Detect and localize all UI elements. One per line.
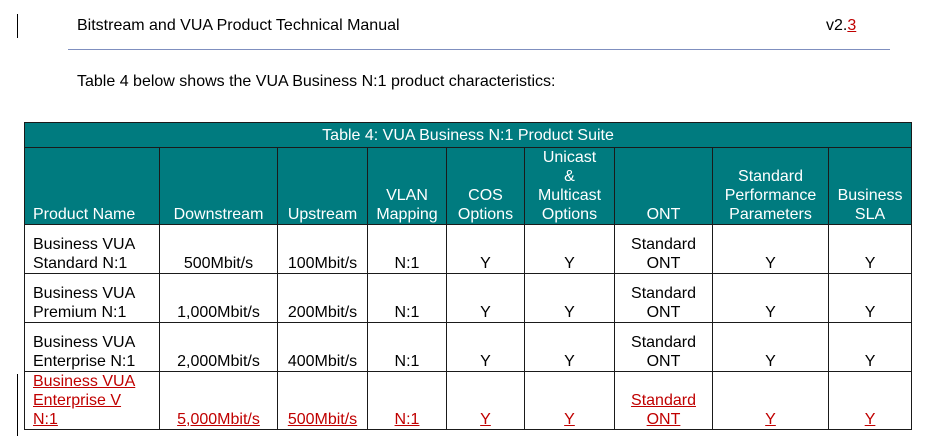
cell-ont: Standard ONT — [614, 322, 713, 372]
cell-name-line: Business VUA — [33, 285, 136, 302]
document-title: Bitstream and VUA Product Technical Manu… — [77, 17, 400, 34]
cell-upstream: 500Mbit/s — [277, 371, 368, 430]
column-header-line: Options — [541, 206, 598, 223]
column-header-line: Performance — [724, 187, 817, 204]
column-header-line: Options — [457, 206, 514, 223]
cell-name-line: N:1 — [33, 411, 58, 428]
cell-cos: Y — [446, 371, 525, 430]
cell-ont-line: ONT — [646, 353, 681, 370]
cell-cos: Y — [446, 273, 525, 323]
cell-name: Business VUA Premium N:1 — [24, 273, 160, 323]
cell-ont-line: ONT — [646, 411, 681, 428]
cell-downstream: 2,000Mbit/s — [159, 322, 278, 372]
column-header-line: SLA — [854, 206, 886, 223]
table-row: Business VUA Enterprise N:1 2,000Mbit/s 400… — [24, 322, 913, 372]
column-header-row: Product Name Downstream Upstream VLAN Mappin… — [24, 147, 913, 225]
cell-name-line: Enterprise V — [33, 392, 122, 409]
column-header-line: Upstream — [287, 206, 358, 223]
product-suite-table: Table 4: VUA Business N:1 Product Suite … — [23, 122, 913, 430]
cell-sla: Y — [827, 273, 913, 323]
cell-ont-line: Standard — [631, 392, 696, 409]
column-header-line: Unicast — [542, 149, 597, 166]
column-header-line: & — [564, 168, 575, 185]
column-header: Product Name — [24, 147, 160, 225]
column-header: COS Options — [446, 147, 525, 225]
column-header: VLAN Mapping — [367, 147, 447, 225]
cell-vlan: N:1 — [367, 322, 447, 372]
table-row: Business VUA Premium N:1 1,000Mbit/s 200Mbi… — [24, 273, 913, 323]
cell-multicast: Y — [524, 322, 615, 372]
column-header-line: Multicast — [537, 187, 602, 204]
column-header: Business SLA — [827, 147, 913, 225]
cell-name-line: Business VUA — [33, 373, 136, 390]
column-header-line: Mapping — [376, 206, 438, 223]
column-header-line: Product Name — [33, 206, 136, 223]
change-bar-top — [17, 14, 18, 38]
cell-perf: Y — [712, 273, 829, 323]
column-header: Upstream — [277, 147, 368, 225]
cell-perf: Y — [712, 224, 829, 274]
cell-name-line: Business VUA — [33, 236, 136, 253]
cell-ont-line: Standard — [631, 334, 696, 351]
cell-name: Business VUA Enterprise V N:1 — [24, 371, 160, 430]
cell-sla: Y — [827, 322, 913, 372]
cell-name-line: Standard N:1 — [33, 255, 128, 272]
cell-ont-line: ONT — [646, 304, 681, 321]
cell-upstream: 400Mbit/s — [277, 322, 368, 372]
cell-sla: Y — [827, 224, 913, 274]
cell-name: Business VUA Standard N:1 — [24, 224, 160, 274]
column-header: ONT — [614, 147, 713, 225]
cell-cos: Y — [446, 224, 525, 274]
intro-paragraph: Table 4 below shows the VUA Business N:1… — [77, 73, 556, 90]
cell-ont: Standard ONT — [614, 371, 713, 430]
cell-vlan: N:1 — [367, 224, 447, 274]
column-header-line: Downstream — [173, 206, 264, 223]
cell-downstream: 1,000Mbit/s — [159, 273, 278, 323]
document-version: v2.3 — [826, 17, 856, 35]
cell-perf: Y — [712, 371, 829, 430]
cell-multicast: Y — [524, 224, 615, 274]
cell-multicast: Y — [524, 371, 615, 430]
version-revised-digit: 3 — [847, 17, 857, 34]
column-header-line: Standard — [738, 168, 803, 185]
cell-sla: Y — [827, 371, 913, 430]
header-rule — [68, 49, 890, 50]
cell-multicast: Y — [524, 273, 615, 323]
version-prefix: v2. — [826, 17, 848, 34]
cell-perf: Y — [712, 322, 829, 372]
cell-ont-line: Standard — [631, 236, 696, 253]
cell-ont: Standard ONT — [614, 273, 713, 323]
cell-cos: Y — [446, 322, 525, 372]
change-bar-revision — [17, 374, 18, 436]
column-header: Standard Performance Parameters — [712, 147, 829, 225]
cell-vlan: N:1 — [367, 273, 447, 323]
cell-downstream: 5,000Mbit/s — [159, 371, 278, 430]
column-header-line: COS — [468, 187, 503, 204]
cell-name-line: Business VUA — [33, 334, 136, 351]
cell-downstream: 500Mbit/s — [159, 224, 278, 274]
cell-upstream: 100Mbit/s — [277, 224, 368, 274]
cell-upstream: 200Mbit/s — [277, 273, 368, 323]
column-header-line: ONT — [646, 206, 681, 223]
cell-ont-line: Standard — [631, 285, 696, 302]
column-header-line: VLAN — [386, 187, 428, 204]
table-caption: Table 4: VUA Business N:1 Product Suite — [23, 122, 913, 148]
cell-ont: Standard ONT — [614, 224, 713, 274]
table-row: Business VUA Enterprise V N:1 5,000Mbit/s 50… — [24, 371, 913, 430]
table-body: Business VUA Standard N:1 500Mbit/s 100Mbit… — [24, 224, 913, 430]
cell-vlan: N:1 — [367, 371, 447, 430]
table-row: Business VUA Standard N:1 500Mbit/s 100Mbit… — [24, 224, 913, 274]
cell-name-line: Enterprise N:1 — [33, 353, 136, 370]
column-header: Unicast & Multicast Options — [524, 147, 615, 225]
column-header-line: Parameters — [729, 206, 812, 223]
cell-ont-line: ONT — [646, 255, 681, 272]
column-header-line: Business — [837, 187, 903, 204]
cell-name-line: Premium N:1 — [33, 304, 127, 321]
column-header: Downstream — [159, 147, 278, 225]
cell-name: Business VUA Enterprise N:1 — [24, 322, 160, 372]
